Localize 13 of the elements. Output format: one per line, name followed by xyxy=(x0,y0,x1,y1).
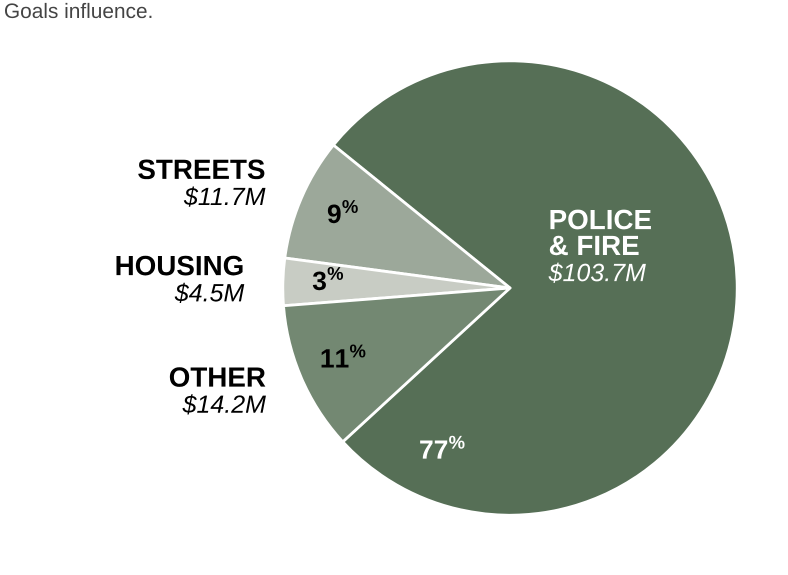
slice-label: POLICE & FIRE xyxy=(550,210,651,256)
data-label: $14.2M xyxy=(182,394,266,414)
text: 77$^{%}$ xyxy=(420,436,465,459)
slice-label: HOUSING xyxy=(116,256,243,276)
text: 9$^{%}$ xyxy=(328,200,358,224)
text: Goals influence. xyxy=(4,2,152,18)
slice-label: STREETS xyxy=(138,160,264,180)
text: 11$^{%}$ xyxy=(322,344,366,368)
data-label: $4.5M xyxy=(174,282,244,304)
data-label: $103.7M xyxy=(548,262,646,283)
text: 3$^{%}$ xyxy=(312,266,344,290)
data-label: $11.7M xyxy=(184,186,266,207)
slice-label: OTHER xyxy=(170,367,266,387)
